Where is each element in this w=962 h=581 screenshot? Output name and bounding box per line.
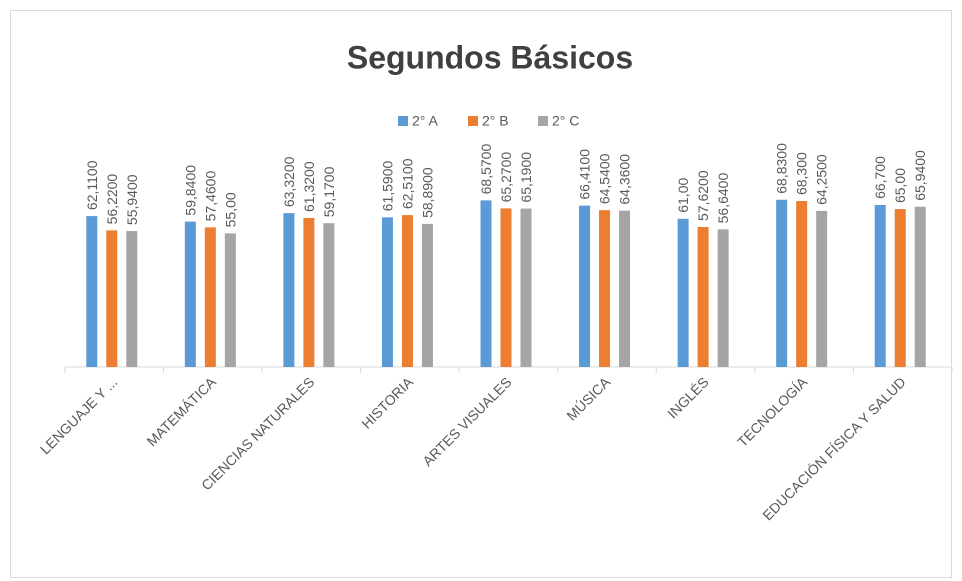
data-label: 57,6200 — [695, 170, 711, 221]
bar — [874, 204, 886, 367]
data-label: 63,3200 — [281, 156, 297, 207]
data-label: 64,2500 — [814, 154, 830, 205]
bar — [894, 209, 906, 367]
bar — [776, 199, 788, 367]
bar — [126, 231, 138, 367]
data-label: 65,9400 — [912, 150, 928, 201]
legend-label: 2° C — [552, 113, 579, 129]
bar — [619, 210, 631, 367]
bar — [599, 210, 611, 367]
legend-swatch — [538, 116, 548, 126]
chart-title: Segundos Básicos — [347, 39, 633, 75]
data-label: 57,4600 — [202, 171, 218, 222]
bar — [480, 200, 492, 367]
data-label: 55,00 — [222, 192, 238, 227]
data-label: 66,700 — [872, 156, 888, 199]
data-label: 59,8400 — [182, 165, 198, 216]
data-label: 68,8300 — [774, 143, 790, 194]
legend-swatch — [468, 116, 478, 126]
legend-label: 2° B — [482, 113, 509, 129]
bar — [86, 216, 98, 367]
data-label: 64,3600 — [617, 154, 633, 205]
bar — [381, 217, 393, 367]
legend-swatch — [398, 116, 408, 126]
data-label: 65,1900 — [518, 152, 534, 203]
data-label: 61,3200 — [301, 161, 317, 212]
bar — [224, 233, 236, 367]
bar — [106, 230, 118, 367]
bar — [914, 206, 926, 367]
bar — [500, 208, 512, 367]
data-label: 65,2700 — [498, 152, 514, 203]
bar — [303, 217, 315, 367]
legend-label: 2° A — [412, 113, 439, 129]
data-label: 62,1100 — [84, 160, 100, 210]
data-label: 64,5400 — [597, 153, 613, 204]
bar — [204, 227, 216, 367]
bar — [677, 218, 689, 367]
bar — [401, 215, 413, 367]
data-label: 68,5700 — [478, 144, 494, 195]
data-label: 66,4100 — [577, 149, 593, 200]
data-label: 59,1700 — [321, 166, 337, 217]
bar — [697, 226, 709, 367]
bar — [579, 205, 591, 367]
bar — [184, 221, 196, 367]
data-label: 56,2200 — [104, 174, 120, 225]
data-label: 68,300 — [794, 152, 810, 195]
bar — [283, 213, 295, 367]
bar — [796, 201, 808, 367]
bar — [816, 210, 828, 367]
bar — [520, 208, 532, 367]
data-label: 61,5900 — [379, 161, 395, 212]
data-label: 62,5100 — [399, 158, 415, 209]
bar — [421, 223, 433, 367]
data-label: 56,6400 — [715, 173, 731, 224]
data-label: 58,8900 — [419, 167, 435, 218]
data-label: 55,9400 — [124, 174, 140, 225]
bar — [323, 223, 335, 367]
data-label: 65,00 — [892, 168, 908, 203]
data-label: 61,00 — [675, 178, 691, 213]
bar — [717, 229, 729, 367]
